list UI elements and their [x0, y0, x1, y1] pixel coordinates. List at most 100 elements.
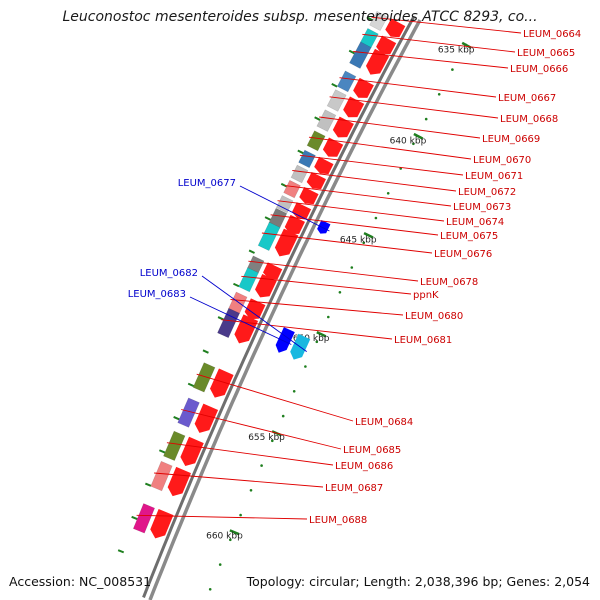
gene-labels: LEUM_0664 LEUM_0665 LEUM_0666 LEUM_0667 LEUM… — [128, 16, 581, 526]
ruler-minor-tick — [412, 142, 415, 146]
gene-label-leader — [166, 442, 334, 466]
ruler-tick-label: 655 kbp — [248, 433, 285, 443]
gene-label-leader — [270, 214, 439, 236]
cog-track-tick — [173, 416, 180, 421]
ruler-minor-tick — [350, 266, 354, 269]
ruler-major-tick — [229, 529, 240, 536]
ruler-minor-tick — [327, 315, 330, 319]
gene-label-leader — [329, 96, 499, 119]
cog-track-tick — [314, 116, 321, 121]
forward-gene-arrow — [314, 156, 334, 175]
forward-gene-label: LEUM_0666 — [510, 64, 568, 75]
cog-track-tick — [144, 482, 152, 487]
cog-category-block — [163, 430, 186, 462]
genome-stats-text: Topology: circular; Length: 2,038,396 bp… — [246, 574, 590, 589]
gene-label-leader — [221, 319, 393, 340]
ruler: 635 kbp 640 kbp 645 kbp 650 kbp 655 kbp 660 k… — [117, 16, 475, 591]
ruler-tick-label: 640 kbp — [390, 137, 427, 147]
forward-gene-label: LEUM_0669 — [482, 134, 540, 145]
cog-track-tick — [297, 149, 304, 155]
gene-label-leader — [353, 51, 509, 69]
gene-label-leader — [308, 136, 472, 160]
ruler-minor-tick — [304, 365, 307, 368]
ruler-major-tick — [363, 231, 374, 239]
forward-gene-label: LEUM_0676 — [434, 249, 492, 260]
ruler-minor-tick — [386, 192, 390, 195]
ruler-minor-tick — [338, 291, 342, 294]
forward-gene-arrow — [194, 403, 219, 433]
cog-category-block — [228, 291, 248, 315]
cog-category-block — [132, 503, 156, 534]
cog-category-block — [150, 460, 173, 492]
backbone — [142, 15, 422, 600]
cog-track-tick — [348, 49, 355, 55]
cog-category-block — [316, 109, 337, 132]
ruler-minor-tick — [271, 439, 274, 443]
ruler-minor-tick — [315, 340, 319, 344]
cog-track-tick — [248, 249, 255, 254]
gene-label-leader — [371, 16, 522, 34]
ruler-minor-tick — [292, 390, 296, 393]
reverse-gene-arrow — [275, 327, 295, 353]
forward-gene-arrow — [299, 187, 319, 205]
gene-label-leader — [277, 200, 445, 222]
forward-gene-arrow — [353, 77, 374, 98]
forward-gene-arrow — [244, 298, 266, 320]
gene-label-leader — [261, 232, 433, 254]
forward-gene-label: LEUM_0667 — [498, 93, 556, 104]
forward-gene-arrow — [343, 96, 365, 118]
forward-gene-arrow — [385, 18, 406, 38]
forward-gene-arrow — [332, 116, 354, 138]
forward-gene-label: LEUM_0681 — [394, 335, 452, 346]
ruler-minor-tick — [208, 588, 212, 591]
reverse-gene-label: LEUM_0683 — [128, 289, 186, 300]
cog-category-block — [336, 70, 357, 93]
forward-gene-arrow — [263, 262, 283, 280]
forward-gene-label: LEUM_0678 — [420, 277, 478, 288]
forward-gene-label: LEUM_0685 — [343, 445, 401, 456]
ruler-tick-label: 660 kbp — [206, 532, 243, 542]
cog-category-block — [369, 10, 388, 32]
cog-category-block — [326, 89, 347, 112]
forward-gene-arrow — [284, 214, 305, 234]
forward-gene-arrow — [306, 171, 327, 190]
ruler-tick-label: 645 kbp — [340, 235, 377, 245]
forward-gene-label: LEUM_0680 — [405, 311, 463, 322]
forward-gene-label: LEUM_0686 — [335, 461, 393, 472]
ruler-tick-label: 635 kbp — [438, 46, 475, 56]
cog-category-block — [349, 41, 372, 69]
ruler-minor-tick — [451, 68, 454, 71]
ruler-minor-tick — [260, 464, 263, 467]
ruler-minor-tick — [362, 241, 366, 245]
gene-label-leader — [248, 260, 419, 282]
cog-track-tick — [117, 549, 125, 554]
forward-gene-label: LEUM_0671 — [465, 171, 523, 182]
forward-gene-label: LEUM_0668 — [500, 114, 558, 125]
cog-category-block — [246, 255, 265, 274]
forward-gene-arrow — [365, 48, 390, 75]
ruler-minor-tick — [229, 538, 232, 542]
cog-category-block — [306, 130, 326, 152]
gene-label-leader — [189, 296, 292, 345]
gene-label-leader — [292, 170, 457, 192]
gene-label-leader — [136, 514, 308, 520]
forward-gene-label: LEUM_0688 — [309, 515, 367, 526]
gene-label-leader — [319, 116, 481, 139]
backbone-line — [148, 19, 422, 600]
cog-category-block — [360, 27, 379, 49]
forward-gene-label: LEUM_0687 — [325, 483, 383, 494]
cog-category-block — [217, 307, 240, 339]
cog-track-tick — [233, 282, 240, 288]
cog-track-tick — [331, 83, 338, 88]
reverse-gene-label: LEUM_0682 — [140, 268, 198, 279]
ruler-minor-tick — [374, 216, 378, 220]
gene-label-leader — [239, 185, 330, 232]
ruler-minor-tick — [281, 414, 285, 418]
cog-category-block — [192, 362, 216, 393]
gene-label-leader — [339, 77, 497, 98]
ruler-minor-tick — [437, 93, 441, 96]
gene-label-leader — [154, 472, 324, 488]
reverse-gene-label: LEUM_0677 — [178, 178, 236, 189]
ruler-minor-tick — [249, 489, 253, 492]
